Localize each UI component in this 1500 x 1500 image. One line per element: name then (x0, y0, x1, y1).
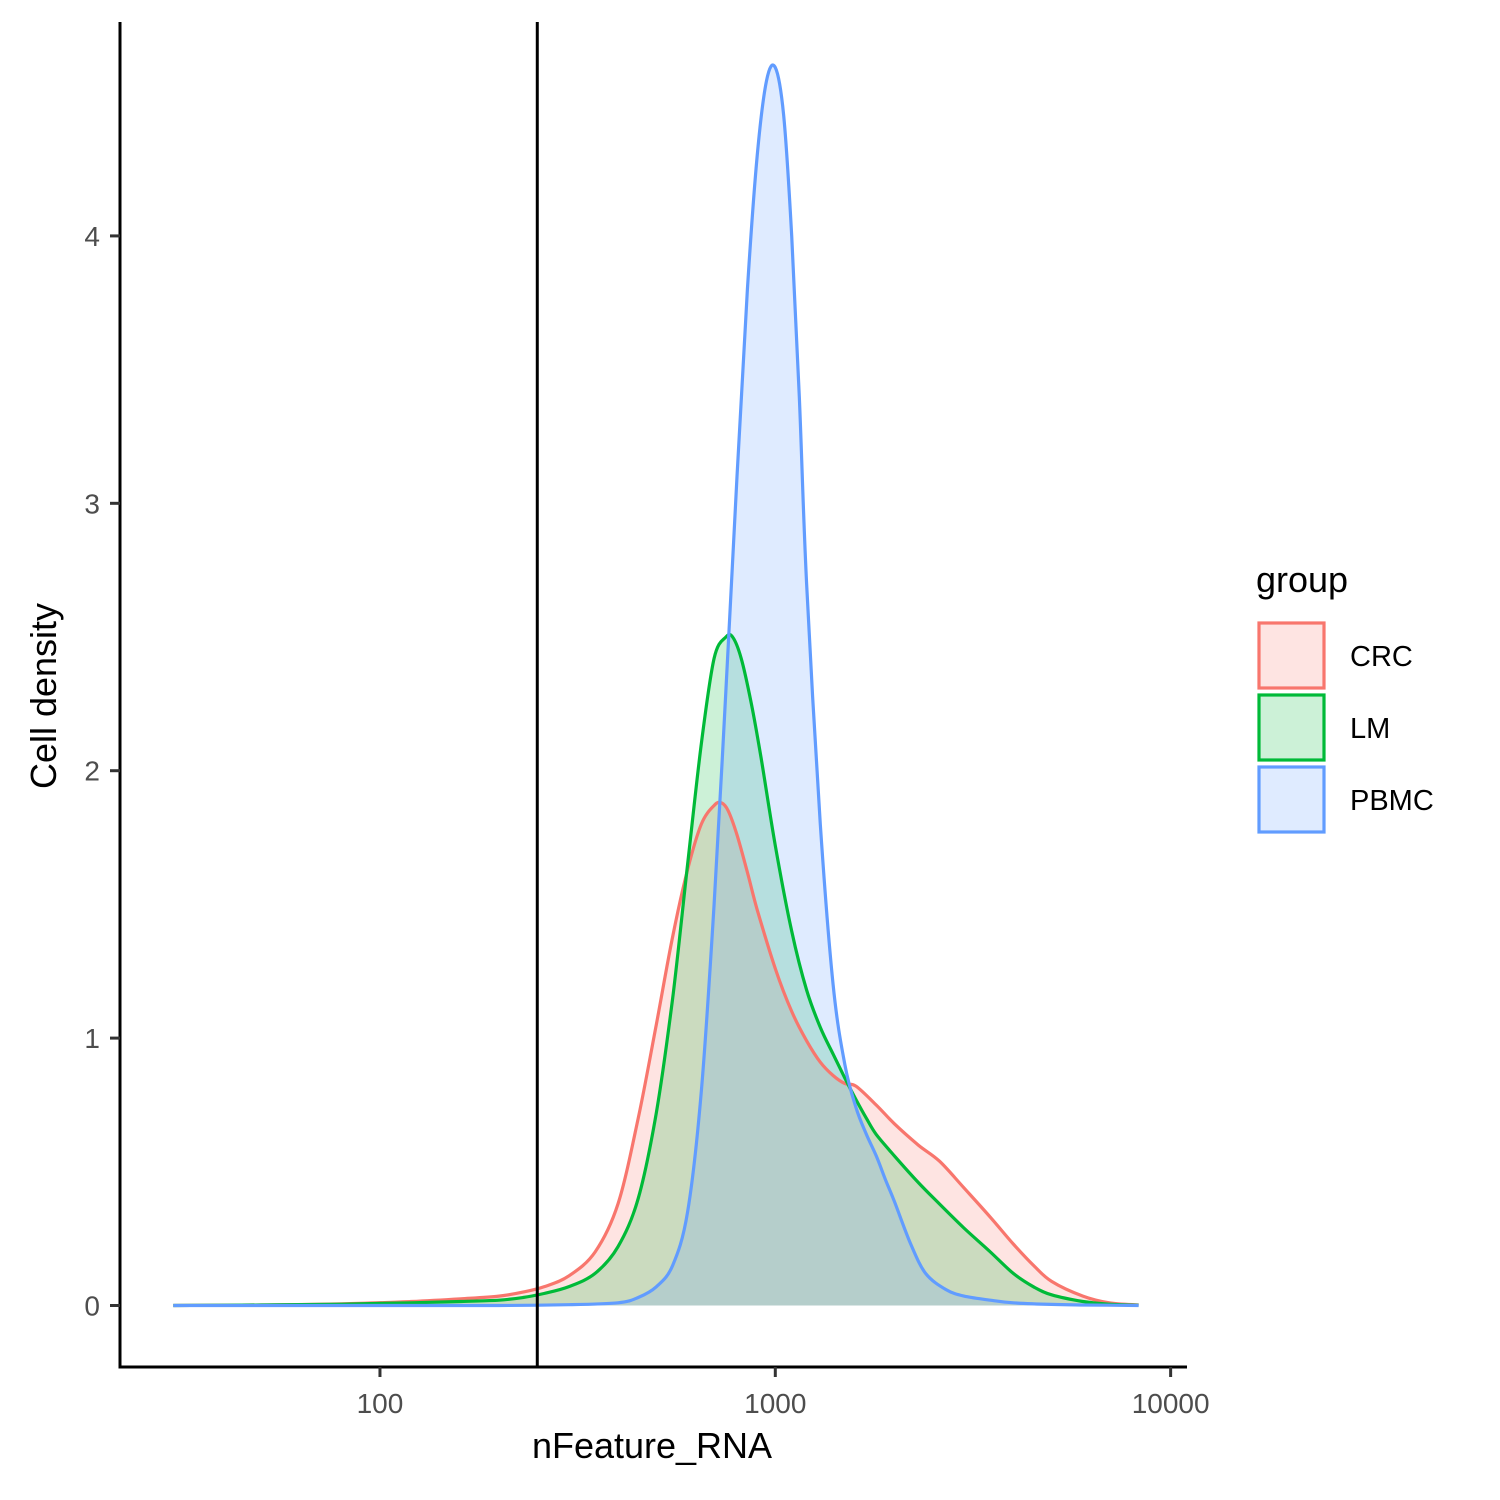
area-crc (173, 802, 1139, 1306)
legend-label-crc: CRC (1350, 641, 1413, 673)
line-crc (173, 800, 1139, 1308)
legend-items: CRC LM PBMC (1257, 621, 1434, 834)
density-lines (173, 63, 1139, 1308)
x-tick-label-1000: 1000 (744, 1388, 806, 1419)
y-axis-title: Cell density (23, 603, 64, 789)
x-axis-ticks: 100 1000 10000 (357, 1367, 1210, 1419)
legend-label-lm: LM (1350, 713, 1390, 745)
legend-swatch-crc (1257, 621, 1326, 690)
x-axis-title: nFeature_RNA (532, 1425, 772, 1466)
density-areas (173, 65, 1139, 1306)
legend: group CRC LM PBMC (1256, 559, 1434, 834)
y-tick-label-3: 3 (84, 488, 100, 519)
y-tick-label-2: 2 (84, 756, 100, 787)
line-pbmc (173, 63, 1139, 1308)
y-tick-label-4: 4 (84, 221, 100, 252)
legend-title: group (1256, 559, 1348, 600)
y-axis-ticks: 0 1 2 3 4 (84, 221, 120, 1321)
y-tick-label-0: 0 (84, 1290, 100, 1321)
y-tick-label-1: 1 (84, 1023, 100, 1054)
legend-swatch-lm (1257, 693, 1326, 762)
legend-label-pbmc: PBMC (1350, 785, 1434, 817)
x-tick-label-100: 100 (357, 1388, 404, 1419)
area-lm (173, 634, 1139, 1306)
legend-swatch-pbmc (1257, 765, 1326, 834)
x-tick-label-10000: 10000 (1132, 1388, 1210, 1419)
line-lm (173, 632, 1139, 1308)
